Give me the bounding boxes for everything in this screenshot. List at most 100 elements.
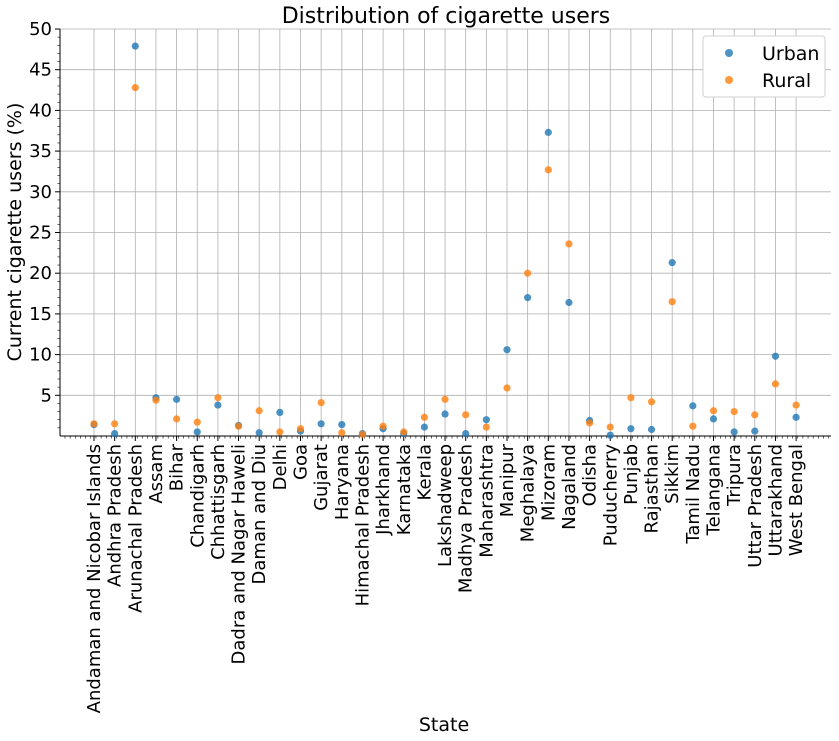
point-rural bbox=[276, 428, 284, 436]
point-urban bbox=[482, 416, 490, 424]
point-rural bbox=[441, 395, 449, 403]
point-rural bbox=[730, 407, 738, 416]
x-tick-label: Chandigarh bbox=[187, 444, 208, 548]
y-tick-label: 20 bbox=[29, 263, 52, 284]
point-rural bbox=[152, 396, 160, 404]
series-rural bbox=[90, 84, 800, 438]
point-urban bbox=[730, 428, 738, 436]
point-rural bbox=[689, 422, 697, 430]
x-tick-label: Meghalaya bbox=[518, 444, 539, 542]
x-tick-label: Tamil Nadu bbox=[683, 444, 704, 545]
point-rural bbox=[792, 401, 800, 409]
point-urban bbox=[689, 402, 697, 410]
point-rural bbox=[627, 394, 635, 402]
x-tick-label: Bihar bbox=[167, 443, 188, 491]
grid bbox=[60, 28, 831, 436]
point-rural bbox=[565, 240, 573, 248]
point-rural bbox=[400, 428, 408, 436]
x-tick-label: Haryana bbox=[332, 444, 353, 520]
point-rural bbox=[296, 425, 305, 433]
point-rural bbox=[482, 423, 490, 431]
x-tick-label: Dadra and Nagar Haweli bbox=[229, 444, 250, 665]
point-urban bbox=[441, 410, 449, 418]
point-rural bbox=[771, 380, 780, 388]
x-tick-label: Jharkhand bbox=[373, 444, 394, 536]
x-tick-label: Himachal Pradesh bbox=[352, 444, 373, 606]
point-urban bbox=[606, 431, 614, 439]
point-urban bbox=[627, 425, 635, 433]
point-rural bbox=[255, 407, 263, 415]
point-rural bbox=[317, 399, 325, 407]
x-tick-label: Odisha bbox=[580, 444, 601, 506]
x-tick-label: Mizoram bbox=[538, 444, 559, 521]
x-tick-label: Gujarat bbox=[311, 444, 332, 511]
point-urban bbox=[255, 429, 263, 437]
x-tick-label: Maharashtra bbox=[476, 444, 497, 558]
point-rural bbox=[751, 411, 759, 419]
x-axis-ticks: Andaman and Nicobar Islands Andhra Prades… bbox=[64, 436, 829, 713]
point-urban bbox=[751, 427, 759, 435]
x-tick-label: Goa bbox=[291, 444, 312, 480]
point-urban bbox=[173, 395, 181, 403]
x-tick-label: Puducherry bbox=[600, 444, 621, 547]
point-urban bbox=[338, 421, 346, 429]
x-tick-label: Telangana bbox=[704, 444, 725, 536]
x-tick-label: Lakshadweep bbox=[435, 444, 456, 567]
x-tick-label: Kerala bbox=[414, 444, 435, 500]
point-urban bbox=[647, 425, 656, 434]
x-tick-label: Rajasthan bbox=[642, 444, 663, 533]
point-rural bbox=[234, 422, 243, 430]
x-tick-label: Andhra Pradesh bbox=[105, 444, 126, 587]
point-urban bbox=[214, 401, 222, 409]
x-axis-title: State bbox=[419, 714, 469, 736]
point-urban bbox=[276, 408, 284, 416]
point-urban bbox=[131, 42, 139, 50]
legend-label-urban: Urban bbox=[762, 43, 819, 65]
y-tick-label: 15 bbox=[29, 304, 52, 325]
y-axis-ticks: 5 10 15 20 25 30 35 40 45 50 bbox=[29, 19, 60, 429]
point-urban bbox=[193, 428, 201, 436]
point-rural bbox=[131, 84, 139, 92]
x-tick-label: Delhi bbox=[270, 444, 291, 490]
x-tick-label: Daman and Diu bbox=[249, 444, 270, 584]
x-tick-label: Assam bbox=[146, 444, 167, 504]
y-tick-label: 50 bbox=[29, 19, 52, 40]
legend-box bbox=[702, 35, 826, 98]
data-points bbox=[90, 42, 800, 439]
point-rural bbox=[503, 384, 511, 392]
y-tick-label: 25 bbox=[29, 223, 52, 244]
point-urban bbox=[709, 415, 718, 423]
point-urban bbox=[524, 294, 532, 302]
point-rural bbox=[193, 418, 201, 426]
point-rural bbox=[586, 419, 594, 427]
point-rural bbox=[544, 166, 552, 174]
chart-title: Distribution of cigarette users bbox=[282, 4, 611, 29]
point-rural bbox=[647, 398, 656, 406]
x-tick-label: Arunachal Pradesh bbox=[125, 444, 146, 613]
point-urban bbox=[462, 429, 470, 438]
y-tick-label: 10 bbox=[29, 345, 52, 366]
y-tick-label: 35 bbox=[29, 141, 52, 162]
x-tick-label: Madhya Pradesh bbox=[456, 444, 477, 593]
x-tick-label: Tripura bbox=[724, 444, 745, 507]
point-rural bbox=[173, 415, 181, 423]
point-urban bbox=[668, 259, 676, 267]
x-tick-label: Karnataka bbox=[394, 444, 415, 535]
x-tick-label: Nagaland bbox=[559, 444, 580, 530]
x-tick-label: Chhattisgarh bbox=[208, 444, 229, 560]
point-rural bbox=[420, 413, 428, 421]
point-urban bbox=[420, 423, 428, 431]
y-axis-title: Current cigarette users (%) bbox=[4, 103, 26, 362]
point-rural bbox=[214, 394, 222, 402]
x-tick-label: Uttarakhand bbox=[765, 444, 786, 556]
point-urban bbox=[544, 128, 552, 136]
x-tick-label: Manipur bbox=[497, 443, 518, 517]
point-urban bbox=[771, 352, 780, 360]
point-rural bbox=[668, 298, 676, 306]
point-urban bbox=[792, 413, 800, 421]
point-urban bbox=[111, 429, 119, 438]
point-rural bbox=[709, 407, 718, 415]
point-urban bbox=[317, 420, 325, 428]
x-tick-label: Sikkim bbox=[662, 444, 683, 504]
